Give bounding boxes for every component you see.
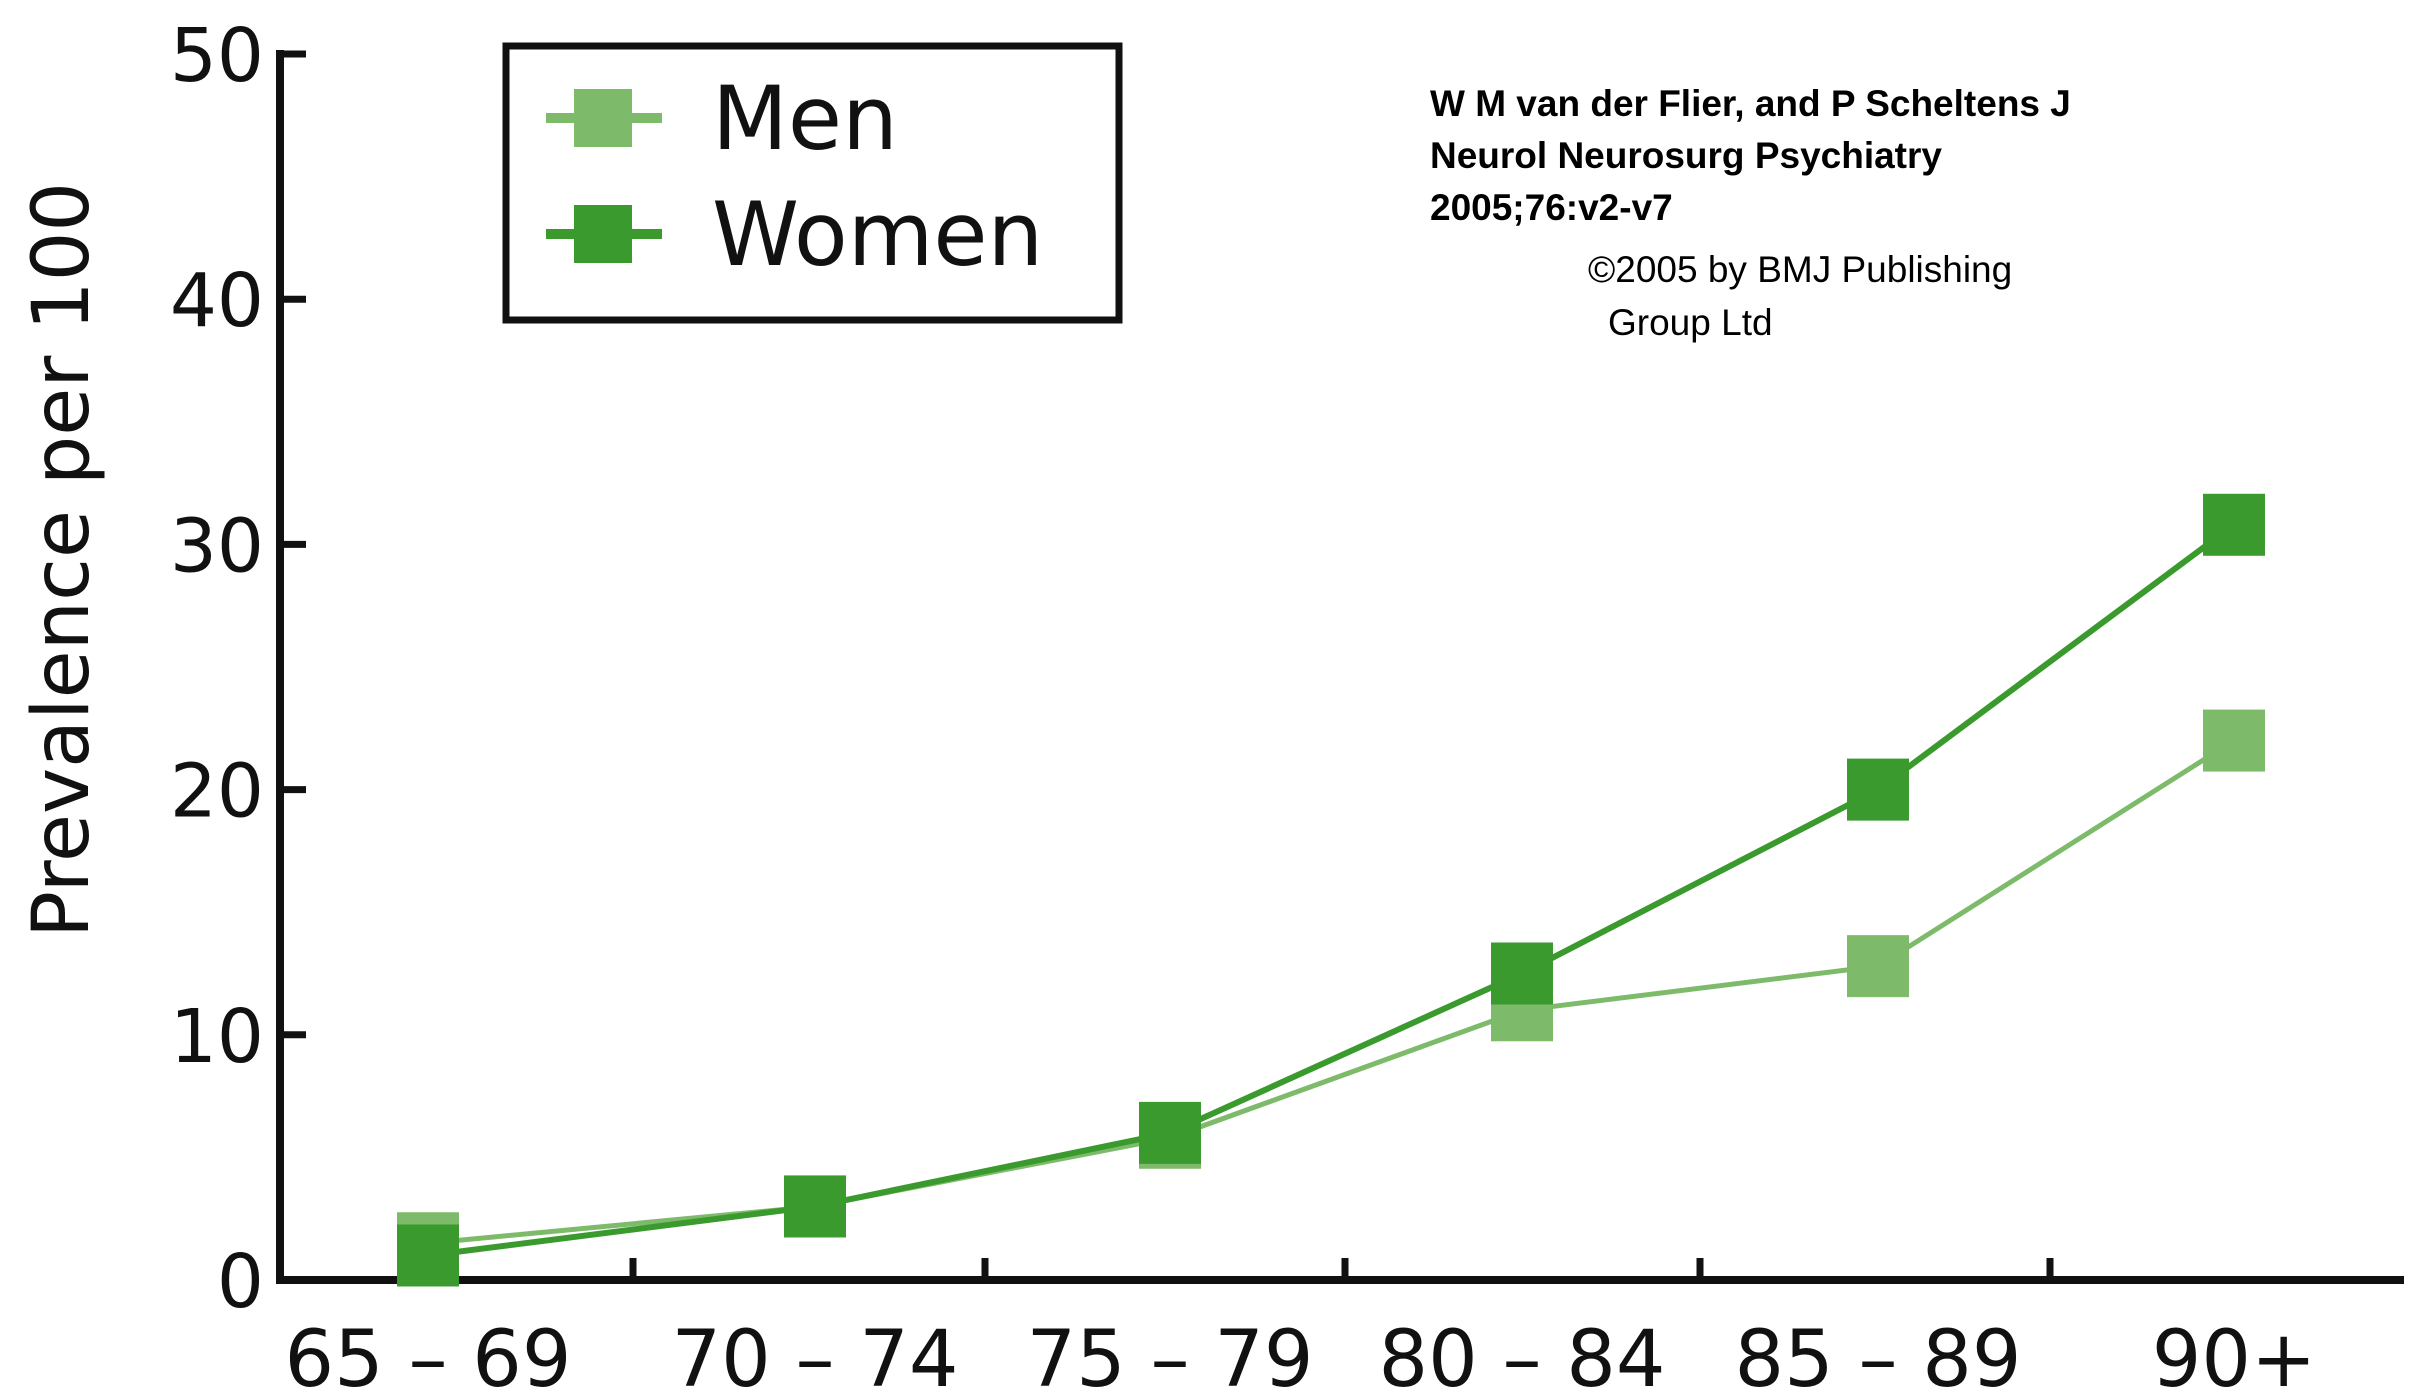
legend-label: Women	[712, 183, 1043, 286]
y-tick-label: 50	[170, 13, 264, 99]
series-men	[397, 709, 2265, 1275]
series-line	[427, 738, 2236, 1246]
y-tick-label: 20	[170, 749, 264, 835]
x-tick-label: 85 – 89	[1734, 1315, 2021, 1399]
data-point	[1491, 942, 1553, 1005]
series-layer	[397, 493, 2265, 1287]
legend-marker	[574, 89, 632, 147]
citation-line-2: Neurol Neurosurg Psychiatry	[1430, 135, 1942, 176]
legend-label: Men	[712, 67, 898, 170]
data-point	[1139, 1101, 1201, 1164]
legend: Men Women	[502, 42, 1123, 324]
data-point	[784, 1175, 846, 1238]
data-point	[2203, 493, 2265, 556]
series-line	[427, 522, 2236, 1259]
legend-item-women: Women	[546, 183, 1043, 286]
citation-line-1: W M van der Flier, and P Scheltens J	[1430, 83, 2071, 124]
y-tick-label: 40	[170, 258, 264, 344]
x-tick-label: 75 – 79	[1026, 1315, 1313, 1399]
series-women	[397, 493, 2265, 1287]
citation-line-3: 2005;76:v2-v7	[1430, 187, 1673, 228]
copyright-notice: ©2005 by BMJ Publishing Group Ltd	[1588, 243, 2012, 349]
legend-item-men: Men	[546, 67, 898, 170]
citation: W M van der Flier, and P Scheltens J Neu…	[1430, 78, 2071, 234]
x-tick-label: 90+	[2152, 1315, 2317, 1399]
x-axis-ticks: 65 – 69 70 – 74 75 – 79 80 – 84 85 – 89 90+	[284, 1258, 2316, 1399]
y-tick-label: 30	[170, 503, 264, 589]
data-point	[1847, 935, 1909, 998]
y-axis-ticks: 0 10 20 30 40 50	[170, 13, 306, 1325]
data-point	[2203, 709, 2265, 772]
x-tick-label: 80 – 84	[1378, 1315, 1665, 1399]
data-point	[397, 1224, 459, 1287]
legend-marker	[574, 205, 632, 263]
copyright-line-2: Group Ltd	[1608, 302, 1773, 343]
y-tick-label: 10	[170, 994, 264, 1080]
copyright-line-1: ©2005 by BMJ Publishing	[1588, 249, 2013, 290]
y-axis-label: Prevalence per 100	[17, 182, 107, 938]
data-point	[1847, 758, 1909, 821]
y-tick-label: 0	[217, 1239, 264, 1325]
x-tick-label: 65 – 69	[284, 1315, 571, 1399]
x-tick-label: 70 – 74	[671, 1315, 958, 1399]
